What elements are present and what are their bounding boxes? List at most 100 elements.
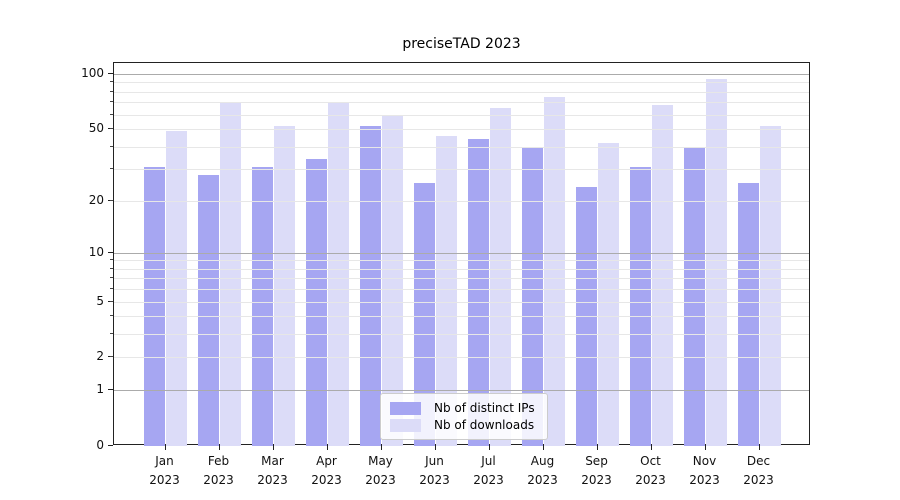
bar-nb-of-distinct-ips-jun — [413, 183, 436, 446]
bar-nb-of-distinct-ips-mar — [251, 166, 274, 446]
bar-nb-of-downloads-dec — [759, 125, 782, 446]
x-tick-mark — [704, 445, 706, 450]
x-tick-mark — [218, 445, 220, 450]
x-tick-mark — [380, 445, 382, 450]
x-tick-label: Oct 2023 — [635, 454, 666, 487]
bar-nb-of-distinct-ips-oct — [629, 166, 652, 446]
gridline-minor — [114, 316, 809, 318]
bar-nb-of-distinct-ips-dec — [737, 183, 760, 446]
bar-nb-of-downloads-aug — [543, 96, 566, 446]
legend-label: Nb of distinct IPs — [434, 401, 535, 415]
gridline-minor — [114, 301, 809, 303]
bar-nb-of-downloads-sep — [597, 142, 620, 446]
legend: Nb of distinct IPs Nb of downloads — [380, 393, 548, 440]
bar-nb-of-downloads-jun — [435, 135, 458, 446]
y-tick-mark — [108, 251, 113, 253]
legend-label: Nb of downloads — [434, 418, 535, 432]
gridline-minor — [114, 114, 809, 116]
y-minor-tick-mark — [110, 356, 113, 358]
y-minor-tick-mark — [110, 128, 113, 130]
plot-area — [113, 62, 810, 446]
gridline-minor — [114, 200, 809, 202]
y-minor-tick-mark — [110, 300, 113, 302]
y-minor-tick-mark — [110, 113, 113, 115]
legend-item: Nb of distinct IPs — [390, 400, 547, 416]
bar-nb-of-downloads-oct — [651, 104, 674, 446]
x-tick-mark — [488, 445, 490, 450]
y-tick-label: 50 — [88, 121, 104, 136]
x-tick-mark — [758, 445, 760, 450]
gridline-minor — [114, 260, 809, 262]
gridline-minor — [114, 268, 809, 270]
legend-swatch — [390, 418, 421, 432]
bar-nb-of-downloads-nov — [705, 78, 728, 446]
y-tick-label: 20 — [88, 192, 104, 207]
y-tick-label: 1 — [96, 382, 104, 397]
x-tick-mark — [434, 445, 436, 450]
gridline-major — [114, 390, 809, 392]
gridline-minor — [114, 289, 809, 291]
y-tick-label: 100 — [81, 66, 104, 80]
gridline-minor — [114, 169, 809, 171]
bar-nb-of-downloads-jan — [165, 130, 188, 446]
y-tick-mark — [108, 389, 113, 391]
gridline-minor — [114, 91, 809, 93]
bar-nb-of-distinct-ips-feb — [197, 174, 220, 446]
gridline-minor — [114, 82, 809, 84]
x-tick-label: May 2023 — [365, 454, 396, 487]
chart-title: preciseTAD 2023 — [402, 36, 521, 52]
bar-nb-of-distinct-ips-apr — [305, 159, 328, 446]
x-tick-label: Jul 2023 — [473, 454, 504, 487]
gridline-minor — [114, 278, 809, 280]
y-minor-tick-mark — [110, 168, 113, 170]
bar-nb-of-distinct-ips-aug — [521, 146, 544, 446]
y-tick-label: 10 — [88, 244, 104, 259]
x-tick-mark — [596, 445, 598, 450]
bar-nb-of-distinct-ips-jan — [143, 166, 166, 446]
y-minor-tick-mark — [110, 199, 113, 201]
x-tick-label: Aug 2023 — [527, 454, 558, 487]
gridline-minor — [114, 334, 809, 336]
y-tick-mark — [108, 445, 113, 446]
y-minor-tick-mark — [110, 277, 113, 279]
y-tick-label: 2 — [96, 349, 104, 364]
x-tick-mark — [272, 445, 274, 450]
x-tick-label: Feb 2023 — [203, 454, 234, 487]
y-minor-tick-mark — [110, 333, 113, 335]
x-tick-label: Apr 2023 — [311, 454, 342, 487]
gridline-minor — [114, 146, 809, 148]
y-minor-tick-mark — [110, 101, 113, 103]
bar-nb-of-distinct-ips-nov — [683, 146, 706, 446]
y-minor-tick-mark — [110, 259, 113, 261]
x-tick-label: Sep 2023 — [581, 454, 612, 487]
x-tick-label: Jun 2023 — [419, 454, 450, 487]
x-tick-label: Dec 2023 — [743, 454, 774, 487]
y-tick-mark — [108, 73, 113, 74]
y-tick-label: 0 — [96, 438, 104, 452]
bar-nb-of-downloads-feb — [219, 102, 242, 446]
y-minor-tick-mark — [110, 90, 113, 92]
bar-nb-of-distinct-ips-may — [359, 125, 382, 446]
x-tick-label: Jan 2023 — [149, 454, 180, 487]
bar-nb-of-downloads-apr — [327, 102, 350, 446]
bar-nb-of-distinct-ips-jul — [467, 139, 490, 446]
bar-nb-of-downloads-jul — [489, 108, 512, 446]
x-tick-mark — [542, 445, 544, 450]
x-tick-mark — [164, 445, 166, 450]
gridline-major — [114, 74, 809, 75]
x-tick-mark — [326, 445, 328, 450]
bar-nb-of-downloads-mar — [273, 125, 296, 446]
gridline-minor — [114, 129, 809, 131]
x-tick-mark — [650, 445, 652, 450]
x-tick-label: Nov 2023 — [689, 454, 720, 487]
bar-nb-of-distinct-ips-sep — [575, 186, 598, 446]
y-minor-tick-mark — [110, 81, 113, 83]
y-minor-tick-mark — [110, 267, 113, 269]
gridline-minor — [114, 357, 809, 359]
legend-swatch — [390, 401, 421, 415]
y-minor-tick-mark — [110, 288, 113, 290]
x-tick-label: Mar 2023 — [257, 454, 288, 487]
y-minor-tick-mark — [110, 145, 113, 147]
legend-item: Nb of downloads — [390, 417, 547, 433]
